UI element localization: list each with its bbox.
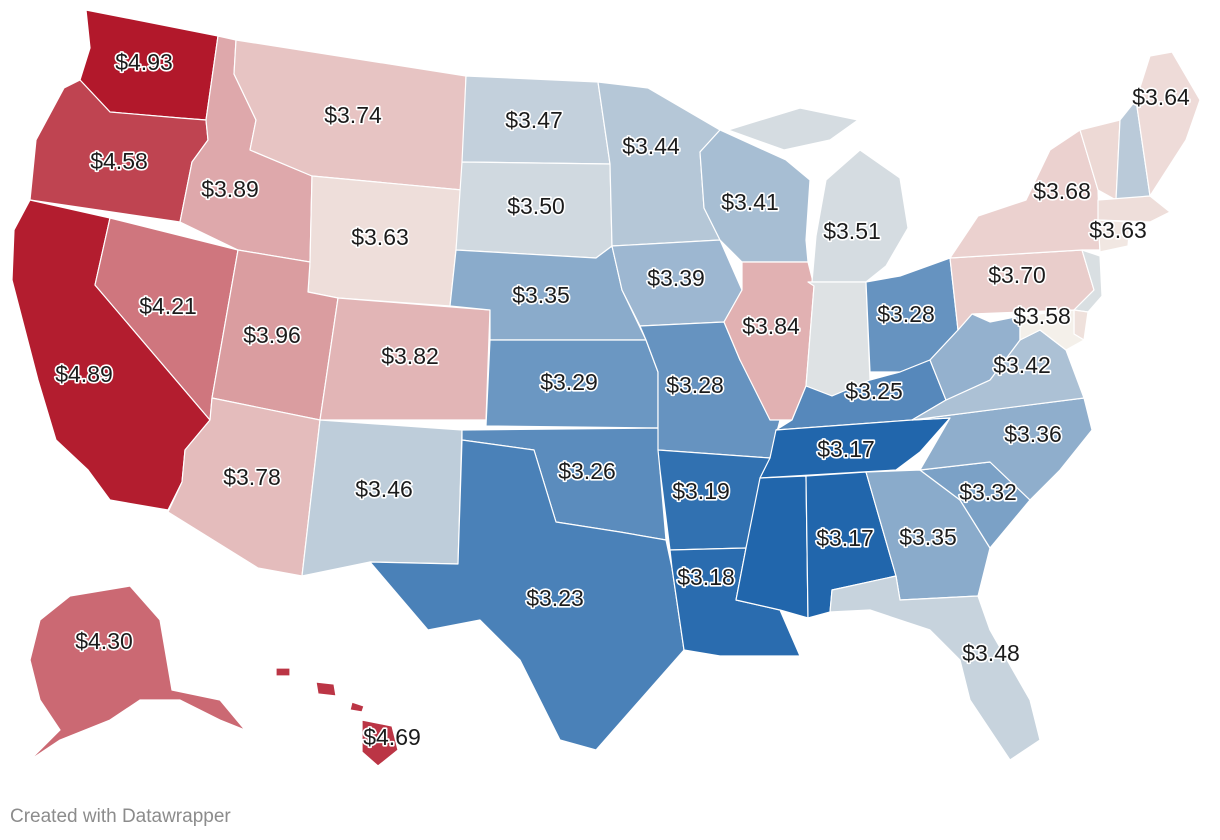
state-CT[interactable]	[1097, 219, 1131, 253]
label-MD: $3.58	[1013, 303, 1071, 329]
label-MA: $3.63	[1089, 217, 1147, 243]
label-UT: $3.96	[243, 322, 301, 348]
label-WI: $3.41	[721, 189, 779, 215]
label-IL: $3.84	[742, 313, 800, 339]
label-NE: $3.35	[512, 282, 570, 308]
label-WA: $4.93	[115, 49, 173, 75]
label-CO: $3.82	[381, 343, 439, 369]
state-AK[interactable]	[29, 585, 246, 761]
state-FL[interactable]	[829, 575, 1041, 761]
state-HI[interactable]	[275, 667, 399, 767]
label-KS: $3.29	[540, 369, 598, 395]
label-FL: $3.48	[962, 640, 1020, 666]
state-NC[interactable]	[911, 397, 1093, 501]
label-HI: $4.69	[363, 724, 421, 750]
label-AR: $3.19	[672, 478, 730, 504]
label-MN: $3.44	[622, 133, 680, 159]
label-LA: $3.18	[677, 564, 735, 590]
label-VA: $3.42	[993, 352, 1051, 378]
label-TN: $3.17	[817, 436, 875, 462]
label-OR: $4.58	[90, 148, 148, 174]
label-NY: $3.68	[1033, 178, 1091, 204]
state-labels: $4.93 $4.58 $4.89 $3.89 $4.21 $3.74 $3.6…	[54, 47, 1192, 751]
label-MT: $3.74	[324, 102, 382, 128]
label-ID: $3.89	[201, 176, 259, 202]
state-MI[interactable]	[727, 107, 909, 283]
state-TX[interactable]	[369, 439, 685, 751]
label-WY: $3.63	[351, 224, 409, 250]
state-MD[interactable]	[1019, 309, 1085, 351]
label-MO: $3.28	[666, 372, 724, 398]
label-SC: $3.32	[959, 479, 1017, 505]
label-ME: $3.64	[1132, 84, 1190, 110]
label-NV: $4.21	[139, 293, 197, 319]
state-MA[interactable]	[1097, 195, 1171, 223]
state-WI[interactable]	[699, 129, 811, 263]
label-PA: $3.70	[988, 262, 1046, 288]
label-IA: $3.39	[647, 265, 705, 291]
credit-text: Created with Datawrapper	[10, 806, 231, 827]
label-AL: $3.17	[816, 525, 874, 551]
label-NC: $3.36	[1004, 421, 1062, 447]
label-NM: $3.46	[355, 476, 413, 502]
label-KY: $3.25	[845, 378, 903, 404]
label-OH: $3.28	[877, 301, 935, 327]
label-GA: $3.35	[899, 524, 957, 550]
label-AK: $4.30	[75, 628, 133, 654]
label-SD: $3.50	[507, 193, 565, 219]
label-MI: $3.51	[823, 218, 881, 244]
label-ND: $3.47	[505, 107, 563, 133]
state-shapes	[11, 9, 1201, 767]
label-TX: $3.23	[526, 585, 584, 611]
label-OK: $3.26	[558, 458, 616, 484]
us-choropleth-map: $4.93 $4.58 $4.89 $3.89 $4.21 $3.74 $3.6…	[11, 9, 1201, 767]
state-IL[interactable]	[723, 261, 815, 421]
label-AZ: $3.78	[223, 464, 281, 490]
label-CA: $4.89	[55, 361, 113, 387]
